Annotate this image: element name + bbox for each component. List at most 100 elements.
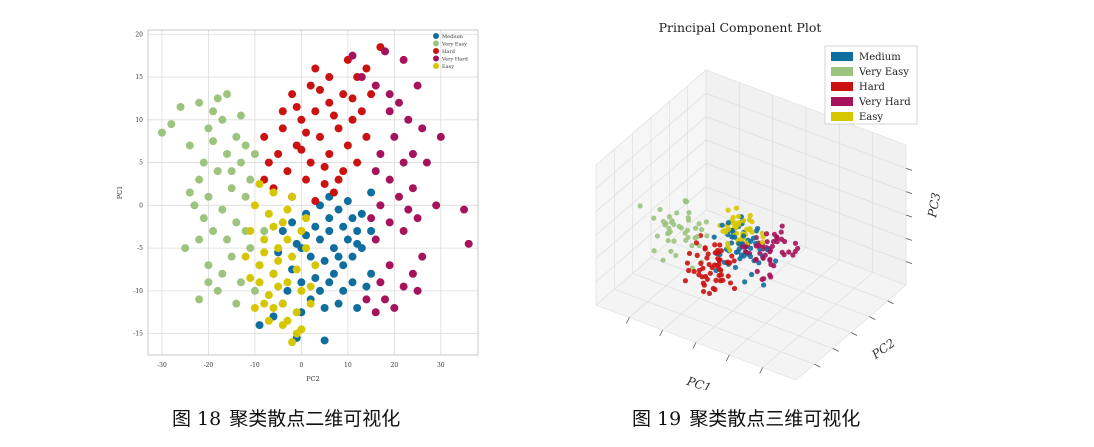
tick-mark bbox=[905, 261, 913, 265]
scatter-3d-chart: Principal Component Plot PC1 PC2 PC3 Mediu… bbox=[595, 20, 940, 390]
data-point bbox=[376, 278, 385, 287]
caption-text: 聚类散点三维可视化 bbox=[689, 408, 861, 430]
data-point bbox=[274, 256, 283, 265]
data-point-3d bbox=[713, 277, 719, 283]
data-point bbox=[348, 214, 357, 223]
y-tick-label: 0 bbox=[139, 202, 143, 209]
data-point bbox=[204, 192, 213, 201]
tick-mark bbox=[905, 214, 913, 218]
data-point-3d bbox=[786, 249, 792, 255]
data-point bbox=[283, 205, 292, 214]
data-point bbox=[376, 201, 385, 210]
data-point bbox=[353, 226, 362, 235]
data-point bbox=[199, 214, 208, 223]
data-point bbox=[367, 269, 376, 278]
data-point-3d bbox=[666, 230, 672, 236]
data-point bbox=[292, 265, 301, 274]
data-point bbox=[209, 137, 218, 146]
data-point bbox=[223, 150, 232, 159]
data-point-3d bbox=[704, 255, 710, 261]
data-point-3d bbox=[736, 241, 742, 247]
data-point-3d bbox=[740, 244, 746, 250]
data-point-3d bbox=[781, 238, 788, 245]
y-tick-label: 20 bbox=[135, 31, 143, 38]
data-point bbox=[408, 150, 417, 159]
data-point bbox=[399, 55, 408, 64]
data-point-3d bbox=[660, 257, 666, 263]
y-tick-label: 5 bbox=[139, 160, 143, 167]
data-point bbox=[236, 158, 245, 167]
data-point-3d bbox=[743, 249, 749, 255]
data-point bbox=[227, 167, 236, 176]
data-point bbox=[190, 201, 199, 210]
data-point bbox=[339, 286, 348, 295]
data-point bbox=[315, 132, 324, 141]
data-point bbox=[329, 188, 338, 197]
data-point bbox=[413, 214, 422, 223]
data-point-3d bbox=[637, 203, 643, 209]
data-point bbox=[283, 278, 292, 287]
data-point bbox=[213, 286, 222, 295]
grid-line-3d bbox=[595, 93, 707, 189]
data-point bbox=[385, 175, 394, 184]
data-point-3d bbox=[774, 234, 780, 240]
data-point-3d bbox=[725, 207, 731, 213]
data-point bbox=[218, 269, 227, 278]
legend-3d: Medium Very Easy Hard Very Hard Easy bbox=[824, 45, 918, 125]
data-point bbox=[269, 188, 278, 197]
tick-mark bbox=[905, 191, 913, 195]
y-tick-label: -5 bbox=[137, 245, 143, 252]
data-point-3d bbox=[771, 263, 777, 269]
data-point bbox=[250, 201, 259, 210]
legend-swatch bbox=[831, 67, 853, 76]
data-point bbox=[302, 244, 311, 253]
data-point bbox=[278, 124, 287, 133]
data-point bbox=[223, 235, 232, 244]
data-point-3d bbox=[761, 282, 767, 288]
data-point-3d bbox=[748, 245, 754, 251]
z-axis-label-3d: PC3 bbox=[925, 191, 940, 219]
x-tick-label: -20 bbox=[204, 362, 214, 369]
legend-marker bbox=[433, 33, 439, 39]
data-point bbox=[334, 299, 343, 308]
data-point bbox=[306, 299, 315, 308]
data-point-3d bbox=[707, 270, 713, 276]
data-point-3d bbox=[654, 233, 661, 239]
data-point-3d bbox=[700, 288, 707, 295]
data-point-3d bbox=[719, 222, 725, 228]
data-point bbox=[209, 226, 218, 235]
chart-title-3d: Principal Component Plot bbox=[659, 20, 822, 35]
data-point bbox=[260, 299, 269, 308]
data-point bbox=[311, 222, 320, 231]
legend-label: Hard bbox=[442, 49, 456, 55]
data-point bbox=[385, 218, 394, 227]
data-point bbox=[399, 158, 408, 167]
data-point-3d bbox=[701, 282, 707, 288]
data-point bbox=[278, 226, 287, 235]
data-point-3d bbox=[750, 235, 757, 241]
data-point bbox=[413, 81, 422, 90]
data-point bbox=[278, 299, 287, 308]
data-point-3d bbox=[685, 215, 691, 221]
data-point-3d bbox=[747, 253, 754, 260]
data-point-3d bbox=[685, 267, 692, 274]
data-point-3d bbox=[759, 276, 765, 282]
y-tick-label: -15 bbox=[133, 331, 143, 338]
data-point bbox=[292, 329, 301, 338]
data-point bbox=[339, 90, 348, 99]
data-point bbox=[246, 244, 255, 253]
data-point-3d bbox=[746, 217, 753, 223]
data-point-3d bbox=[706, 290, 713, 297]
grid-line-3d bbox=[705, 93, 907, 169]
data-point-3d bbox=[735, 213, 742, 220]
data-point-3d bbox=[715, 255, 721, 262]
data-point bbox=[246, 274, 255, 283]
data-point-3d bbox=[710, 285, 716, 292]
data-point bbox=[367, 90, 376, 99]
data-point-3d bbox=[770, 238, 777, 245]
data-point-3d bbox=[712, 242, 718, 248]
data-point bbox=[278, 218, 287, 227]
data-point bbox=[260, 226, 269, 235]
data-point bbox=[334, 124, 343, 133]
data-point bbox=[278, 107, 287, 116]
